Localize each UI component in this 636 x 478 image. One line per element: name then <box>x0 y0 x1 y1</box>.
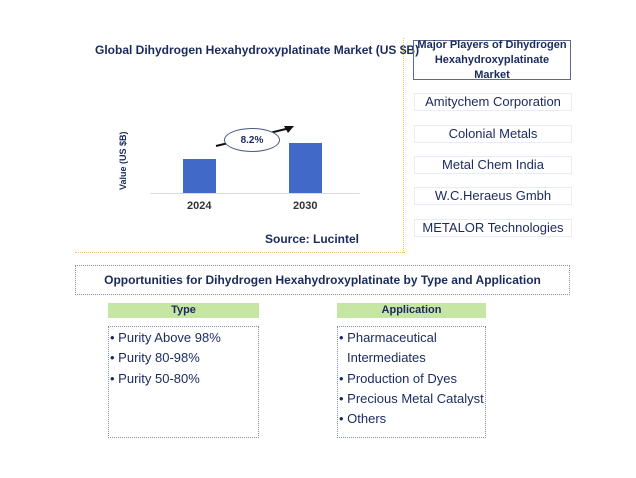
bar-2030 <box>289 143 322 193</box>
application-list: • Pharmaceutical Intermediates • Product… <box>337 326 486 438</box>
application-item: Intermediates <box>347 350 426 366</box>
application-item: • Production of Dyes <box>339 370 457 386</box>
application-item: • Pharmaceutical <box>339 330 437 345</box>
x-tick-2030: 2030 <box>293 200 318 212</box>
player-item: Amitychem Corporation <box>414 93 572 111</box>
bar-2024 <box>183 159 216 193</box>
type-list: • Purity Above 98% • Purity 80-98% • Pur… <box>108 326 259 438</box>
opportunities-title-text: Opportunities for Dihydrogen Hexahydroxy… <box>104 273 541 287</box>
player-item: METALOR Technologies <box>414 219 572 237</box>
players-title: Major Players of Dihydrogen Hexahydroxyp… <box>413 38 571 81</box>
type-item: • Purity 50-80% <box>110 370 200 386</box>
application-item: • Precious Metal Catalyst <box>339 390 484 406</box>
opportunities-title: Opportunities for Dihydrogen Hexahydroxy… <box>75 265 570 295</box>
player-item: Colonial Metals <box>414 125 572 143</box>
cagr-badge: 8.2% <box>224 128 280 152</box>
chart-title: Global Dihydrogen Hexahydroxyplatinate M… <box>95 43 420 57</box>
x-axis <box>150 193 360 194</box>
x-tick-2024: 2024 <box>187 200 212 212</box>
application-item: • Others <box>339 411 387 427</box>
horizontal-divider <box>75 252 405 253</box>
y-axis-label: Value (US $B) <box>118 131 128 190</box>
vertical-divider <box>403 38 404 253</box>
source-label: Source: Lucintel <box>265 232 360 246</box>
type-item: • Purity Above 98% <box>110 330 221 345</box>
players-title-text: Major Players of Dihydrogen Hexahydroxyp… <box>417 38 567 81</box>
application-header: Application <box>337 303 486 318</box>
player-item: W.C.Heraeus Gmbh <box>414 187 572 205</box>
type-header: Type <box>108 303 259 318</box>
player-item: Metal Chem India <box>414 156 572 174</box>
type-item: • Purity 80-98% <box>110 350 200 366</box>
